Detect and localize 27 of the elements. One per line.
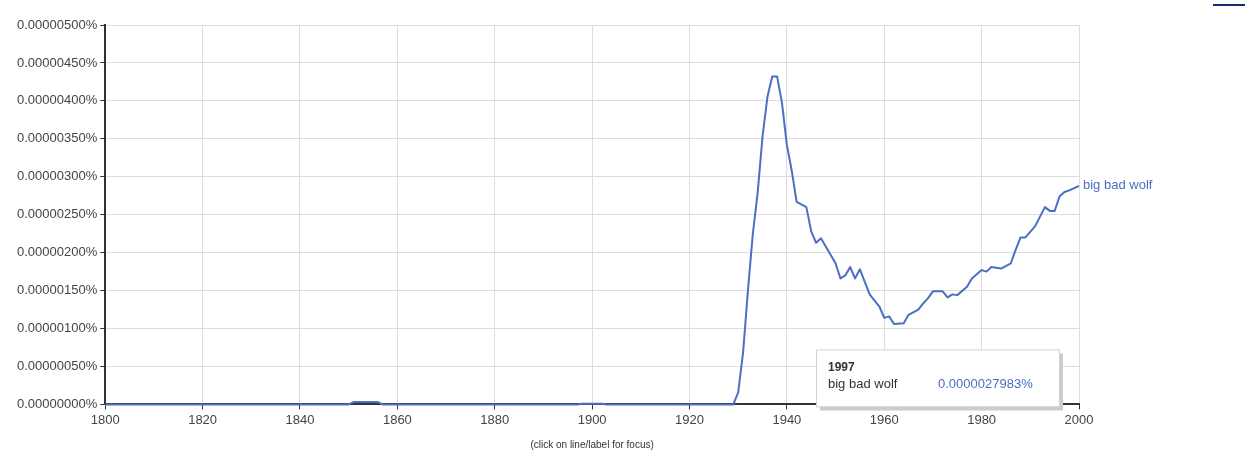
y-tick-label: 0.00000250% bbox=[16, 206, 98, 222]
x-tick-label: 1880 bbox=[480, 411, 510, 427]
text: (click on line/label for focus) bbox=[530, 439, 654, 451]
y-tick-label: 0.00000500% bbox=[16, 16, 98, 32]
y-tick-label: 0.00000050% bbox=[16, 358, 98, 374]
x-tick-label: 1920 bbox=[675, 411, 704, 427]
y-tick-label: 0.00000150% bbox=[16, 282, 98, 298]
annotation: 0.0000027983% bbox=[938, 375, 1034, 391]
x-tick-label: 1860 bbox=[382, 411, 412, 427]
y-tick-label: 0.00000200% bbox=[16, 244, 98, 260]
x-tick-label: 1800 bbox=[90, 411, 120, 427]
y-tick-label: 0.00000350% bbox=[16, 130, 98, 146]
y-tick-label: 0.00000300% bbox=[16, 168, 98, 184]
x-tick-label: 1900 bbox=[577, 411, 607, 427]
x-tick-label: 2000 bbox=[1064, 411, 1094, 427]
x-tick-label: 1840 bbox=[285, 411, 315, 427]
y-tick-label: 0.00000400% bbox=[16, 92, 98, 108]
y-tick-label: 0.00000100% bbox=[16, 320, 98, 336]
y-tick-label: 0.00000000% bbox=[16, 395, 98, 411]
x-tick-label: 1820 bbox=[188, 411, 218, 427]
annotation: big bad wolf bbox=[828, 375, 898, 391]
series-label: big bad wolf bbox=[1083, 177, 1153, 193]
y-tick-label: 0.00000450% bbox=[16, 54, 98, 70]
x-tick-label: 1980 bbox=[967, 411, 997, 427]
x-tick-label: 1940 bbox=[772, 411, 802, 427]
x-tick-label: 1960 bbox=[869, 411, 899, 427]
annotation: 1997 bbox=[828, 359, 856, 374]
